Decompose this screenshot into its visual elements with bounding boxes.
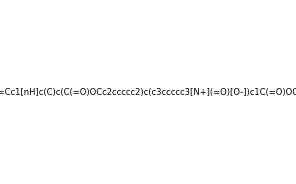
Text: O=Cc1[nH]c(C)c(C(=O)OCc2ccccc2)c(c3ccccc3[N+](=O)[O-])c1C(=O)OCC: O=Cc1[nH]c(C)c(C(=O)OCc2ccccc2)c(c3ccccc… bbox=[0, 88, 296, 96]
